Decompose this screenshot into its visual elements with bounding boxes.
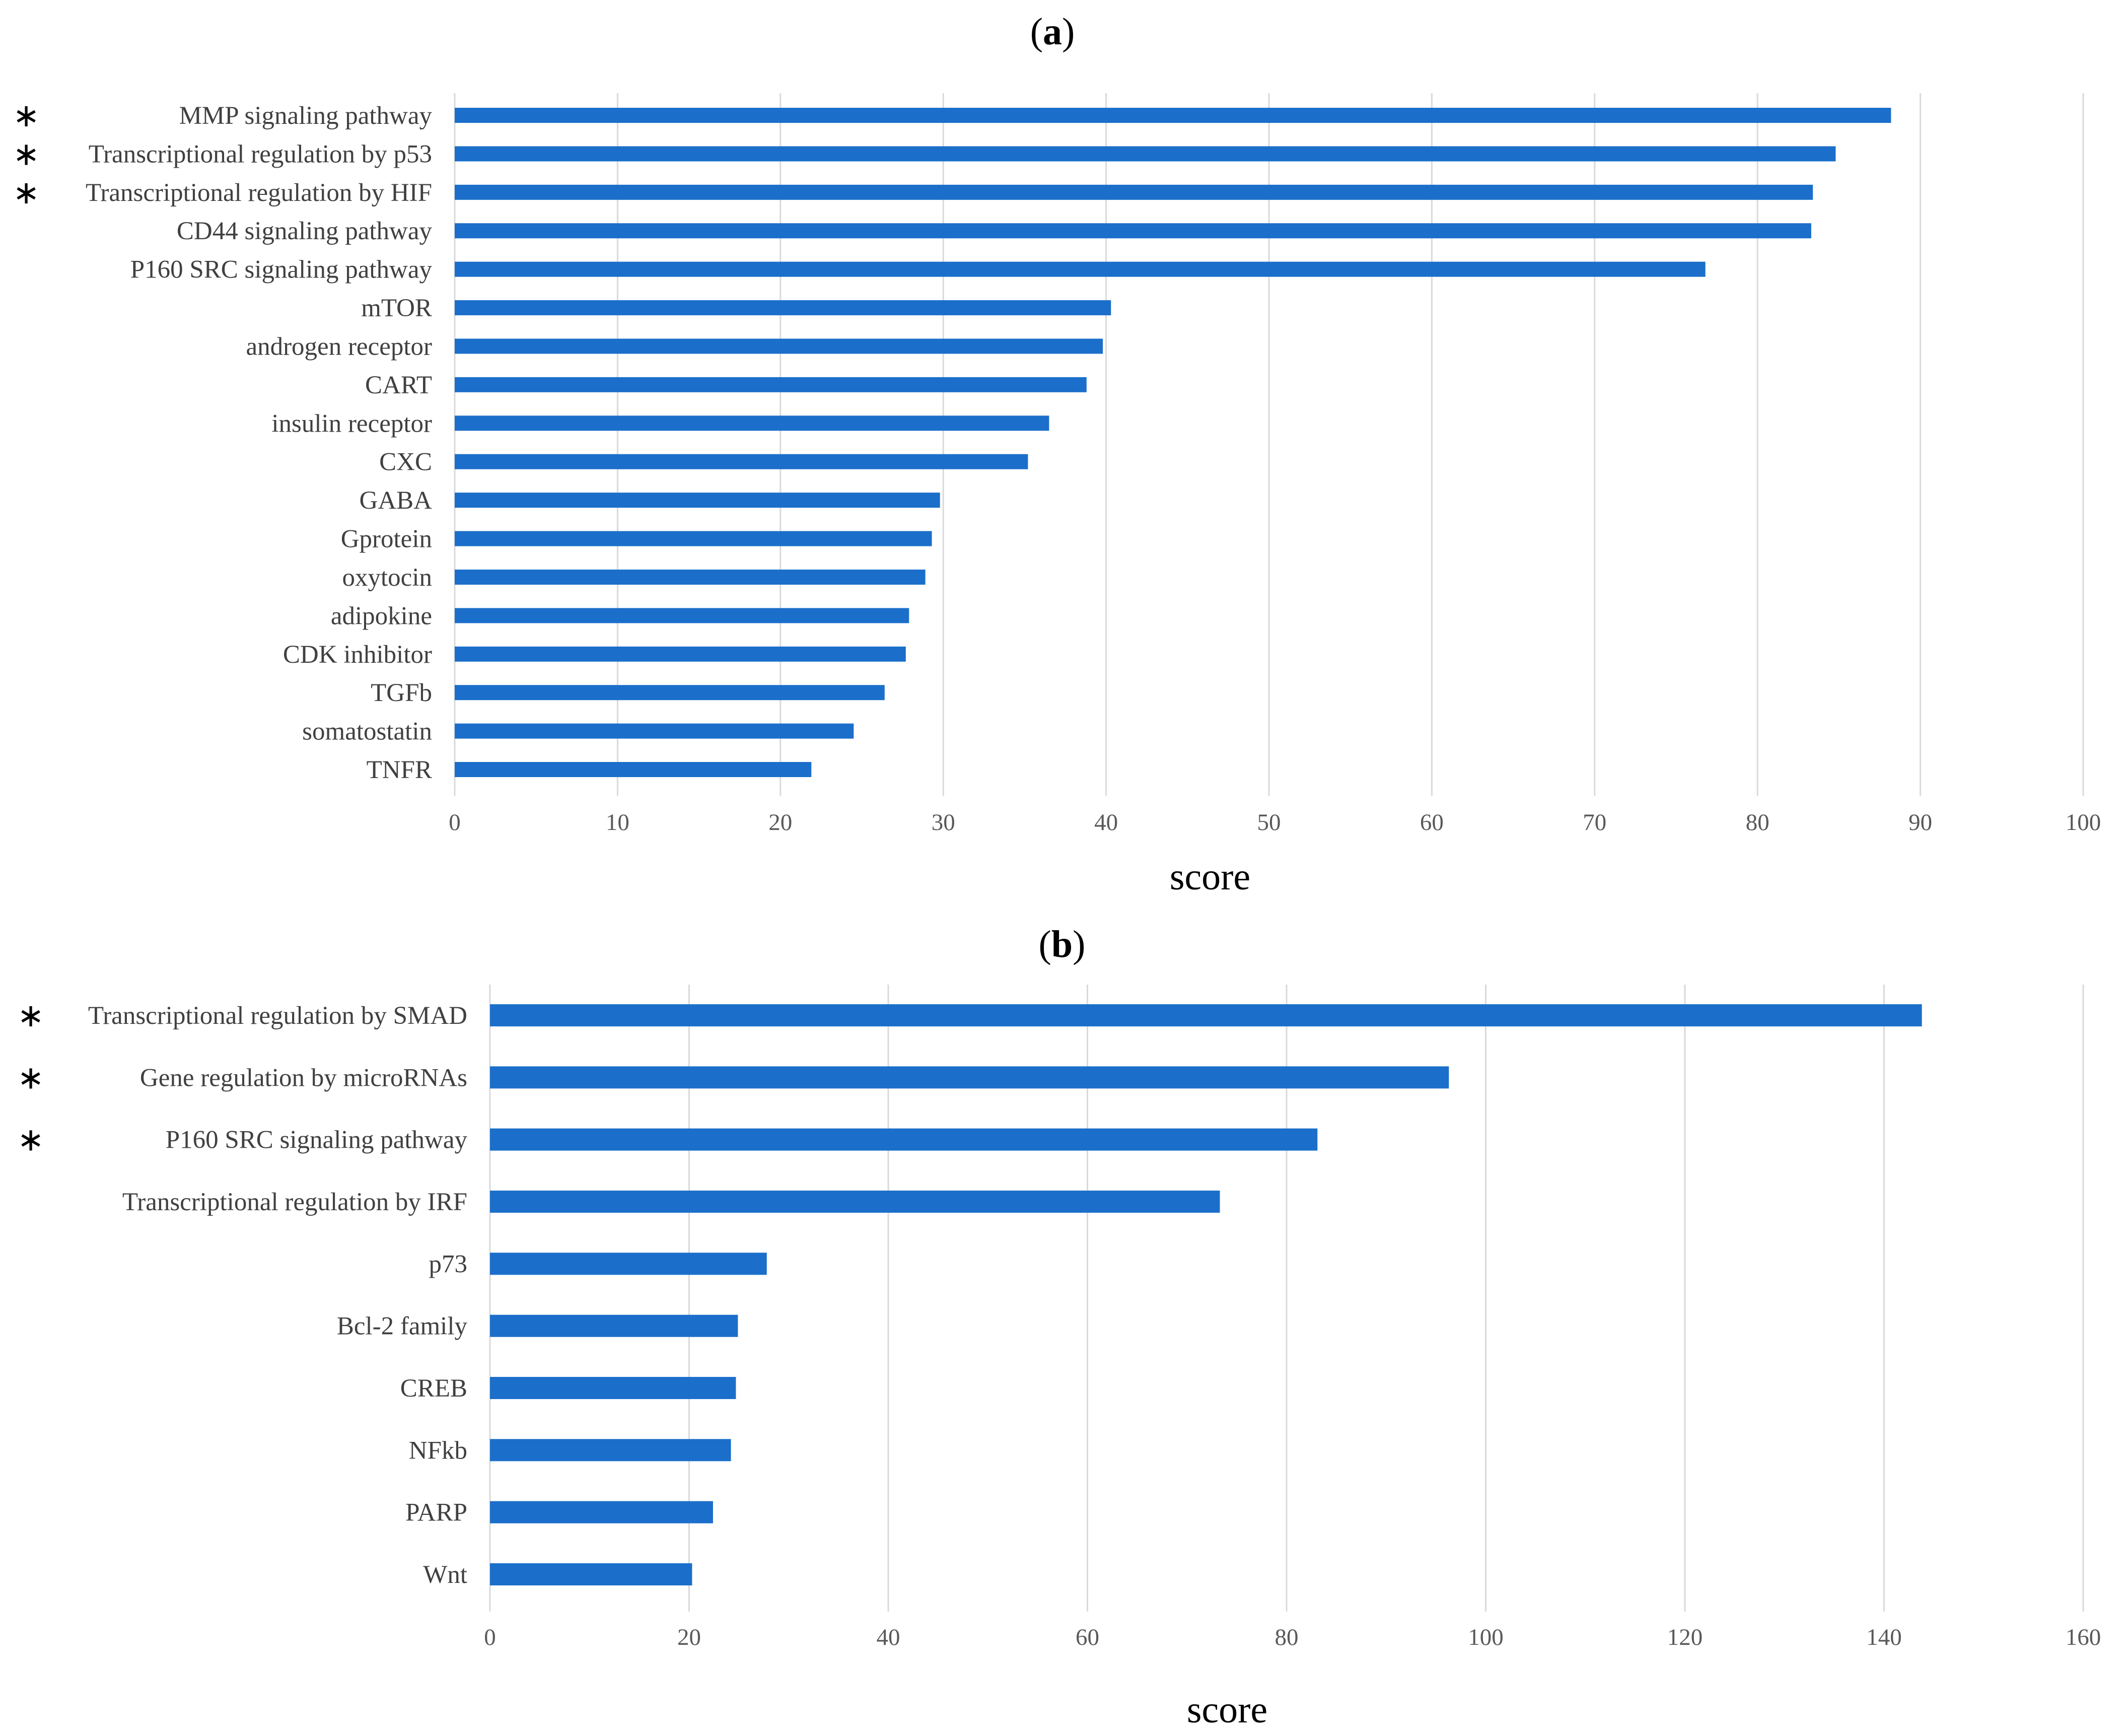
panel-a-x-tick-label: 0 [449,809,461,836]
panel-a-x-tick-label: 80 [1746,809,1769,836]
panel-a-x-tick-label: 90 [1908,809,1932,836]
panel-b-category-label: NFkb [409,1436,467,1465]
panel-a-bar [455,646,906,662]
panel-b-x-tick-label: 40 [877,1624,900,1650]
panel-a-bar [455,415,1049,431]
panel-b-category-labels: Transcriptional regulation by SMAD Gene r… [88,1002,468,1589]
panel-b-x-tick-label: 160 [2066,1624,2101,1650]
panel-b-chart: (b) Transcriptional regulation by SMAD Ge… [17,923,2101,1731]
panel-a-category-label: MMP signaling pathway [179,102,433,130]
panel-a-bar [455,454,1028,469]
panel-a-category-label: mTOR [361,294,432,322]
panel-a-bar [455,685,885,701]
panel-a-bar [455,723,854,739]
panel-a-x-tick-label: 10 [606,809,629,836]
panel-b-bar [490,1128,1318,1151]
panel-b-bar [490,1253,767,1275]
panel-a-significance-star: ∗ [13,174,40,212]
panel-a-x-tick-label: 70 [1583,809,1606,836]
panel-b-category-label: PARP [405,1499,467,1527]
panel-b-significance-star: ∗ [17,1059,44,1096]
panel-a-category-labels: MMP signaling pathway Transcriptional reg… [86,102,432,784]
panel-b-x-tick-label: 20 [677,1624,701,1650]
panel-a-category-label: CD44 signaling pathway [177,217,433,245]
panel-a-x-axis-title: score [1170,856,1250,898]
panel-a-category-label: somatostatin [302,718,432,746]
panel-b-bar [490,1501,713,1523]
panel-a-bar [455,261,1706,277]
panel-a-bar [455,146,1836,162]
panel-a-category-label: TGFb [371,679,432,707]
panel-a-x-tick-label: 50 [1257,809,1281,836]
panel-a-gridlines [454,93,2084,796]
panel-b-x-tick-label: 0 [484,1624,496,1650]
panel-a-x-tick-label: 100 [2066,809,2101,836]
panel-b-bar [490,1314,738,1337]
panel-a-x-tick-label: 20 [768,809,792,836]
panel-b-bar [490,1004,1922,1026]
panel-b-category-label: Wnt [423,1561,467,1589]
panel-a-category-label: CDK inhibitor [283,641,432,669]
panel-a-category-label: insulin receptor [271,409,432,438]
panel-a-category-label: TNFR [367,756,432,784]
panel-b-bar [490,1563,692,1585]
panel-b-significance-markers: ∗ ∗ ∗ [17,997,44,1159]
panel-a-bar [455,338,1103,354]
panel-b-category-label: Gene regulation by microRNAs [140,1064,467,1092]
panel-b-significance-star: ∗ [17,997,44,1034]
panel-b-x-tick-label: 120 [1667,1624,1703,1650]
panel-b-category-label: Transcriptional regulation by IRF [122,1188,467,1216]
panel-a-bar [455,493,940,508]
panel-a-label: (a) [1030,11,1075,53]
panel-a-category-label: Gprotein [341,525,432,553]
panel-a-bar [455,108,1891,123]
panel-a-category-label: Transcriptional regulation by HIF [86,179,432,207]
panel-b-category-label: CREB [400,1374,467,1403]
panel-b-bar [490,1066,1449,1089]
panel-a-bar [455,531,932,546]
panel-a-bar [455,223,1811,239]
panel-a-x-tick-label: 60 [1420,809,1444,836]
panel-a-bar [455,762,812,777]
panel-b-x-axis-title: score [1187,1689,1267,1731]
panel-b-bar [490,1439,731,1462]
panel-b-category-label: Transcriptional regulation by SMAD [88,1002,467,1030]
panel-a-x-tick-label: 30 [932,809,955,836]
panel-a-category-label: P160 SRC signaling pathway [130,256,433,284]
panel-a-category-label: Transcriptional regulation by p53 [89,140,432,168]
panel-a-bar [455,569,926,585]
panel-a-bar [455,300,1111,316]
panel-a-chart: (a) MMP signaling pathway Transcriptional… [13,11,2101,898]
panel-b-label: (b) [1039,923,1086,965]
panel-a-bar [455,377,1087,392]
panel-a-x-ticks: 0 10 20 30 40 50 60 70 80 90 100 [449,809,2101,836]
panel-b-x-tick-label: 60 [1076,1624,1099,1650]
panel-a-significance-star: ∗ [13,135,40,173]
panel-b-x-tick-label: 100 [1468,1624,1504,1650]
panel-a-x-tick-label: 40 [1094,809,1118,836]
panel-a-significance-markers: ∗∗∗ [13,97,40,212]
panel-a-bar [455,184,1813,200]
panel-b-bar [490,1377,736,1399]
panel-a-bar [455,608,909,623]
panel-a-category-label: GABA [359,487,432,515]
panel-b-category-label: p73 [429,1250,468,1278]
panel-b-bar [490,1191,1220,1213]
panel-a-category-label: CART [365,371,432,399]
panel-a-category-label: oxytocin [342,564,432,592]
panel-b-category-label: P160 SRC signaling pathway [166,1126,468,1154]
panel-a-bars [455,108,1891,777]
panel-b-x-ticks: 0 20 40 60 80 100 120 140 160 [484,1624,2101,1650]
panel-a-category-label: adipokine [331,602,432,630]
panel-b-bars [490,1004,1922,1585]
panel-a-category-label: CXC [379,448,432,476]
panel-b-x-tick-label: 80 [1275,1624,1299,1650]
panel-b-category-label: Bcl-2 family [337,1312,468,1341]
panel-a-category-label: androgen receptor [246,332,432,361]
panel-b-x-tick-label: 140 [1866,1624,1902,1650]
panel-a-significance-star: ∗ [13,97,40,134]
panel-b-significance-star: ∗ [17,1122,44,1159]
